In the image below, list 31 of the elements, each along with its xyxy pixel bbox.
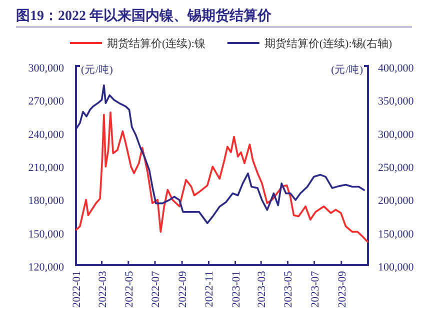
y2-tick-label: 350,000 bbox=[378, 96, 414, 108]
x-tick-label: 2022-03 bbox=[96, 270, 109, 308]
legend-label: 期货结算价(连续):锡(右轴) bbox=[264, 37, 392, 50]
y-tick-label: 240,000 bbox=[28, 128, 64, 141]
x-tick-label: 2022-05 bbox=[123, 270, 136, 308]
y-tick-label: 300,000 bbox=[28, 62, 64, 74]
line-series bbox=[76, 112, 368, 243]
x-tick-label: 2023-05 bbox=[282, 270, 295, 308]
y-axis-title: (元/吨) bbox=[81, 63, 114, 76]
y2-tick-label: 300,000 bbox=[378, 128, 414, 141]
y-tick-label: 270,000 bbox=[28, 96, 64, 108]
legend-label: 期货结算价(连续):镍 bbox=[107, 37, 206, 50]
y2-axis-title: (元/吨) bbox=[331, 63, 364, 76]
y2-tick-label: 150,000 bbox=[378, 228, 414, 240]
chart-title: 图19：2022 年以来国内镍、锡期货结算价 bbox=[16, 8, 272, 24]
x-tick-label: 2023-01 bbox=[230, 271, 242, 308]
x-tick-label: 2023-09 bbox=[336, 270, 348, 308]
x-tick-label: 2023-07 bbox=[309, 270, 322, 308]
y2-tick-label: 250,000 bbox=[378, 162, 414, 174]
x-tick-label: 2023-03 bbox=[256, 270, 268, 308]
y-tick-label: 180,000 bbox=[28, 195, 64, 208]
y-tick-label: 210,000 bbox=[28, 162, 64, 174]
x-tick-label: 2022-07 bbox=[150, 270, 162, 308]
y2-tick-label: 100,000 bbox=[378, 262, 414, 274]
y-tick-label: 150,000 bbox=[28, 228, 64, 240]
x-tick-label: 2022-09 bbox=[177, 270, 190, 308]
y2-tick-label: 200,000 bbox=[378, 195, 414, 208]
x-tick-label: 2022-11 bbox=[204, 271, 216, 308]
y-tick-label: 120,000 bbox=[28, 262, 64, 274]
x-tick-label: 2022-01 bbox=[71, 271, 83, 308]
y2-tick-label: 400,000 bbox=[378, 62, 414, 74]
